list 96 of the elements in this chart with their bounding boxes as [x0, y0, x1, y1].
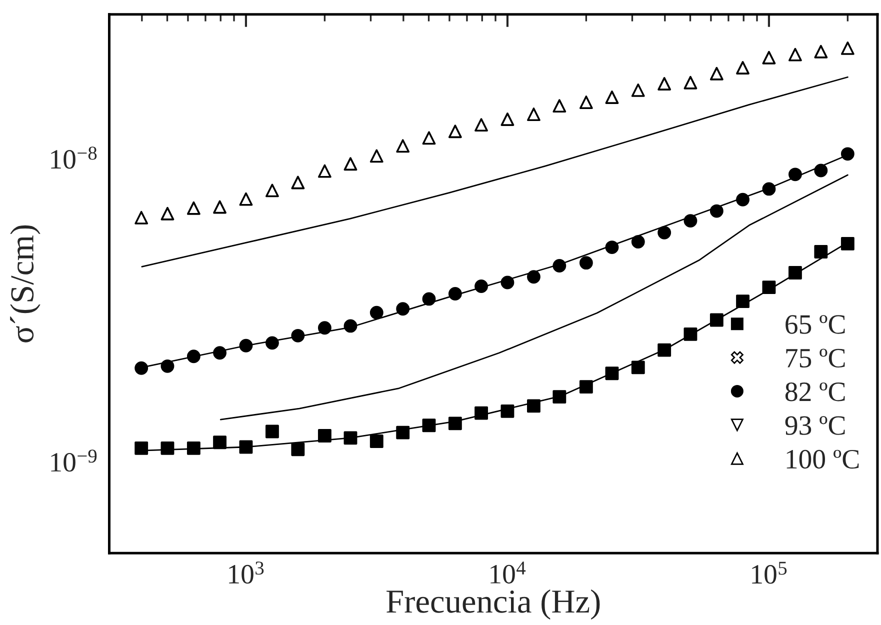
point	[291, 328, 305, 342]
point	[344, 431, 358, 445]
point	[448, 124, 462, 138]
point	[788, 266, 802, 280]
legend-label: 93 ºC	[785, 416, 845, 435]
point	[266, 424, 279, 438]
point	[318, 321, 332, 335]
point	[840, 147, 854, 161]
point	[736, 61, 750, 74]
point	[266, 336, 279, 350]
point	[631, 83, 645, 97]
point	[762, 182, 776, 196]
point	[134, 361, 148, 375]
point	[500, 276, 514, 290]
point	[160, 441, 174, 455]
point	[631, 235, 645, 248]
point	[579, 256, 593, 270]
point	[736, 294, 750, 308]
point	[318, 164, 332, 178]
point	[396, 426, 410, 440]
point	[318, 429, 332, 442]
point	[788, 168, 802, 182]
point	[239, 192, 253, 206]
point	[527, 270, 540, 284]
point	[527, 108, 540, 121]
point	[840, 41, 854, 55]
point	[762, 50, 776, 64]
point	[213, 346, 226, 360]
point	[474, 406, 488, 420]
y-axis-title: σ´(S/cm)	[10, 225, 40, 342]
point	[396, 139, 410, 153]
legend-label: 65 ºC	[786, 315, 845, 334]
point	[710, 204, 724, 218]
point	[579, 380, 593, 394]
legend-label: 100 ºC	[786, 450, 859, 469]
point	[605, 90, 619, 104]
point	[370, 434, 384, 448]
point	[527, 399, 540, 413]
point	[736, 192, 750, 206]
point	[370, 306, 384, 320]
point	[266, 184, 279, 198]
point	[474, 118, 488, 132]
point	[448, 416, 462, 430]
point	[213, 200, 226, 214]
point	[684, 214, 698, 228]
point	[186, 350, 200, 364]
point	[684, 76, 698, 90]
point	[134, 210, 148, 224]
point	[186, 441, 200, 455]
point	[422, 418, 436, 432]
y-tick-label: 10$^{−8}$	[51, 146, 97, 169]
point	[239, 338, 253, 352]
point	[422, 292, 436, 306]
x-axis-title: Frecuencia (Hz)	[386, 589, 600, 620]
point	[605, 240, 619, 254]
point	[658, 343, 672, 357]
point	[552, 259, 566, 272]
point	[213, 436, 226, 450]
point	[160, 206, 174, 220]
point	[448, 287, 462, 300]
point	[605, 366, 619, 380]
point	[160, 359, 174, 373]
point	[239, 440, 253, 454]
point	[500, 404, 514, 418]
point	[840, 237, 854, 250]
point	[762, 280, 776, 294]
point	[291, 442, 305, 456]
x-tick-label: 10$^{4}$	[490, 562, 526, 584]
point	[396, 302, 410, 316]
point	[814, 245, 828, 258]
point	[474, 280, 488, 293]
point	[814, 164, 828, 178]
point	[344, 157, 358, 171]
point	[658, 226, 672, 240]
y-tick-label: 10$^{−9}$	[51, 450, 97, 472]
point	[788, 48, 802, 62]
point	[186, 201, 200, 215]
point	[134, 441, 148, 455]
legend-label: 82 ºC	[785, 382, 845, 402]
point	[710, 313, 724, 327]
point	[370, 149, 384, 163]
point	[684, 327, 698, 341]
point	[579, 96, 593, 110]
point	[814, 44, 828, 58]
point	[710, 66, 724, 80]
x-tick-label: 10$^{5}$	[752, 562, 787, 584]
point	[552, 390, 566, 404]
point	[658, 77, 672, 90]
point	[631, 360, 645, 374]
point	[552, 99, 566, 113]
point	[344, 319, 358, 333]
point	[291, 176, 305, 190]
x-tick-label: 10$^{3}$	[229, 562, 264, 584]
legend-label: 75 ºC	[786, 348, 845, 368]
point	[500, 112, 514, 126]
point	[422, 131, 436, 145]
